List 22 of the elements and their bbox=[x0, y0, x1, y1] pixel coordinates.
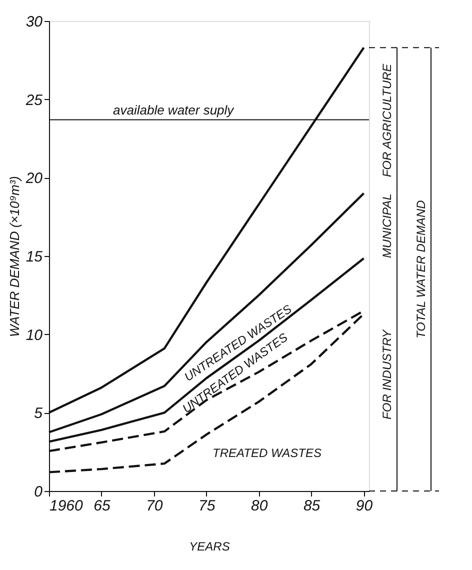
y-tick-label: 25 bbox=[24, 92, 44, 109]
x-tick-label: 80 bbox=[250, 498, 268, 514]
x-tick-label: 65 bbox=[94, 498, 111, 514]
y-tick-label: 5 bbox=[34, 405, 44, 422]
annotation: TREATED WASTES bbox=[212, 446, 322, 460]
x-tick-label: 1960 bbox=[50, 498, 84, 514]
text: FOR AGRICULTURE bbox=[380, 62, 394, 178]
y-axis-title: WATER DEMAND (×10⁹m³) bbox=[6, 176, 22, 337]
y-tick-label: 0 bbox=[34, 484, 44, 500]
x-tick-label: 90 bbox=[356, 498, 374, 514]
text: TOTAL WATER DEMAND bbox=[414, 200, 428, 338]
y-tick-label: 15 bbox=[26, 248, 44, 266]
y-tick-label: 20 bbox=[24, 170, 44, 188]
y-tick-label: 10 bbox=[26, 326, 44, 344]
text: MUNICIPAL bbox=[380, 194, 394, 258]
x-axis-title: YEARS bbox=[189, 540, 230, 554]
text: FOR INDUSTRY bbox=[380, 328, 394, 420]
y-tick-label: 30 bbox=[26, 14, 44, 30]
x-tick-label: 75 bbox=[198, 498, 216, 514]
x-tick-label: 70 bbox=[146, 498, 164, 514]
ref-line-label: available water suply bbox=[113, 102, 236, 118]
x-tick-label: 85 bbox=[303, 498, 321, 514]
